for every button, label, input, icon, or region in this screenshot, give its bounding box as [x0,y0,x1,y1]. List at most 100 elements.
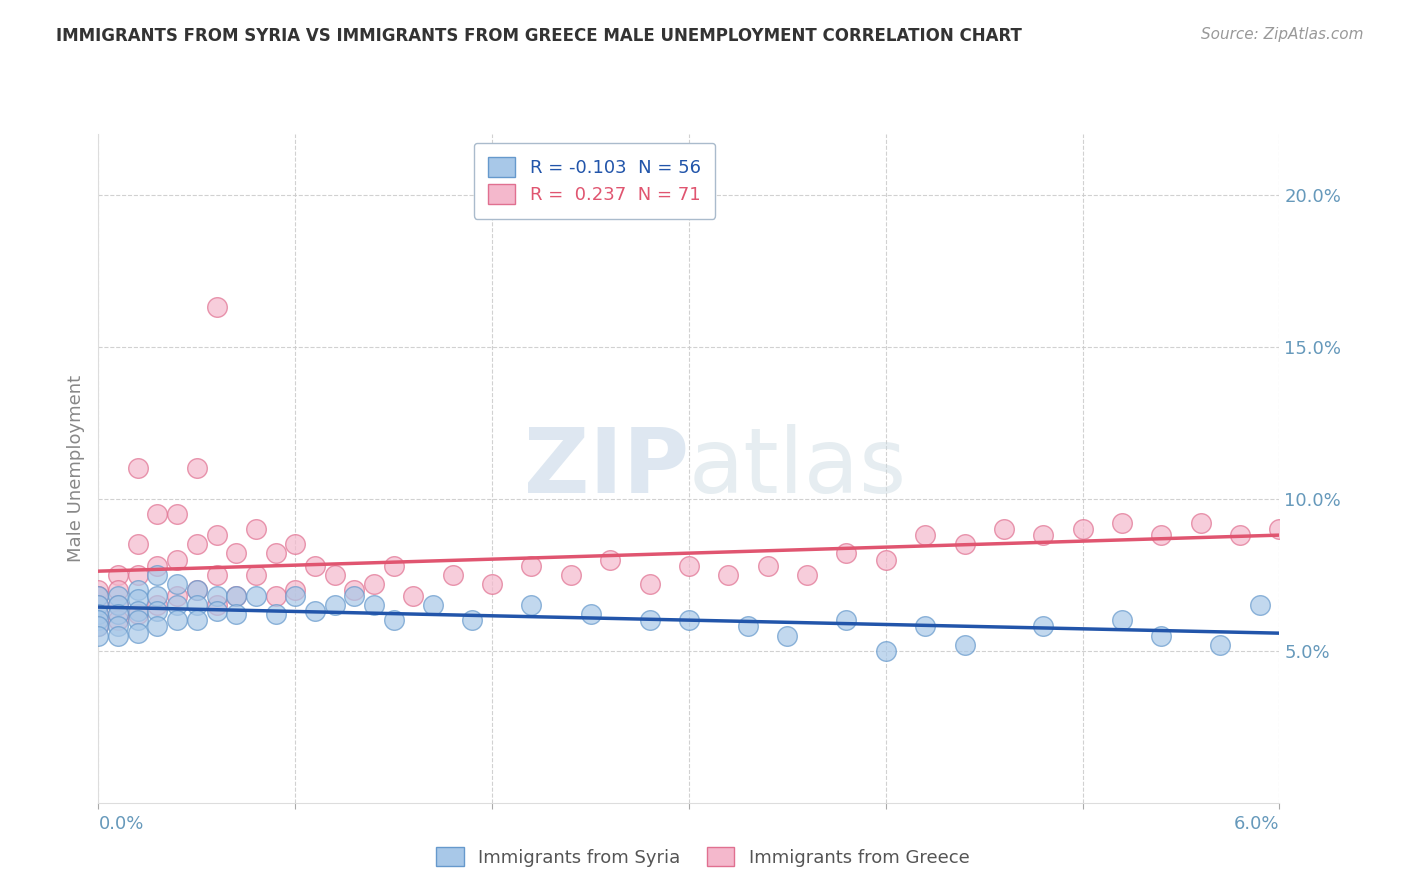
Point [205,604,228,618]
Point [127,582,149,597]
Point [422,598,444,612]
Point [717,567,740,582]
Point [875,552,897,566]
Point [87,598,110,612]
Point [304,558,326,573]
Point [146,507,169,521]
Point [107,582,129,597]
Point [323,567,346,582]
Point [225,589,247,603]
Point [186,582,208,597]
Point [1032,619,1054,633]
Point [186,537,208,551]
Point [441,567,464,582]
Point [520,598,543,612]
Point [953,638,976,652]
Point [87,607,110,622]
Point [363,598,385,612]
Point [146,619,169,633]
Point [835,613,858,627]
Point [166,613,188,627]
Point [166,577,188,591]
Point [245,589,267,603]
Point [205,598,228,612]
Point [776,628,799,642]
Point [146,604,169,618]
Point [1150,628,1173,642]
Point [323,598,346,612]
Point [343,589,366,603]
Point [166,507,188,521]
Point [87,628,110,642]
Point [1150,528,1173,542]
Point [127,604,149,618]
Point [205,567,228,582]
Point [186,582,208,597]
Point [796,567,818,582]
Point [1249,598,1271,612]
Text: IMMIGRANTS FROM SYRIA VS IMMIGRANTS FROM GREECE MALE UNEMPLOYMENT CORRELATION CH: IMMIGRANTS FROM SYRIA VS IMMIGRANTS FROM… [56,27,1022,45]
Point [1386,528,1406,542]
Point [953,537,976,551]
Point [107,598,129,612]
Text: ZIP: ZIP [524,425,689,512]
Point [678,558,700,573]
Point [481,577,503,591]
Point [1347,522,1369,536]
Text: 0.0%: 0.0% [98,815,143,833]
Point [835,546,858,560]
Point [127,537,149,551]
Point [875,644,897,658]
Point [166,598,188,612]
Point [1111,516,1133,530]
Point [87,613,110,627]
Text: 6.0%: 6.0% [1234,815,1279,833]
Point [1071,522,1094,536]
Point [638,613,661,627]
Point [205,589,228,603]
Point [284,537,307,551]
Point [186,613,208,627]
Point [205,528,228,542]
Point [363,577,385,591]
Point [737,619,759,633]
Legend: R = -0.103  N = 56, R =  0.237  N = 71: R = -0.103 N = 56, R = 0.237 N = 71 [474,143,716,219]
Point [678,613,700,627]
Point [599,552,621,566]
Point [166,589,188,603]
Point [264,607,287,622]
Point [756,558,779,573]
Point [186,598,208,612]
Point [225,607,247,622]
Point [87,589,110,603]
Point [461,613,484,627]
Point [146,598,169,612]
Point [107,619,129,633]
Point [1268,522,1291,536]
Point [1189,516,1212,530]
Point [87,619,110,633]
Point [107,628,129,642]
Point [127,625,149,640]
Point [1229,528,1251,542]
Text: Source: ZipAtlas.com: Source: ZipAtlas.com [1201,27,1364,42]
Point [225,546,247,560]
Point [520,558,543,573]
Point [560,567,582,582]
Point [87,582,110,597]
Point [993,522,1015,536]
Point [245,522,267,536]
Point [284,582,307,597]
Point [304,604,326,618]
Point [1209,638,1232,652]
Point [382,613,405,627]
Point [343,582,366,597]
Y-axis label: Male Unemployment: Male Unemployment [66,375,84,562]
Point [914,619,936,633]
Point [87,589,110,603]
Point [107,613,129,627]
Point [87,607,110,622]
Point [146,589,169,603]
Point [382,558,405,573]
Legend: Immigrants from Syria, Immigrants from Greece: Immigrants from Syria, Immigrants from G… [429,840,977,874]
